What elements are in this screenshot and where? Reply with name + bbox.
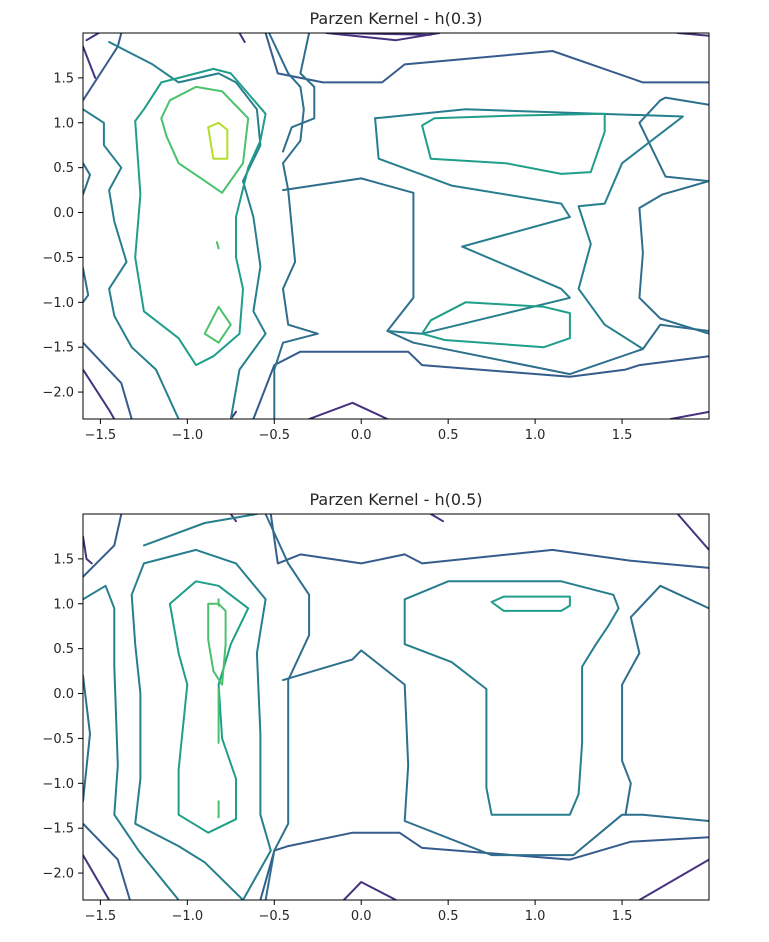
contour-line-level-1	[85, 33, 100, 42]
contour-line-level-6	[215, 241, 220, 250]
contour-line-level-5	[168, 580, 250, 834]
contour-line-level-1	[669, 410, 709, 419]
contour-line-level-2	[259, 831, 709, 900]
contour-line-level-1	[83, 368, 116, 419]
y-tick-label: −0.5	[42, 732, 74, 747]
x-tick-label: 1.0	[525, 428, 546, 443]
contour-line-level-3	[621, 584, 709, 816]
x-tick-label: 1.5	[612, 909, 633, 924]
y-tick-label: 1.0	[53, 597, 74, 612]
contour-line-level-4	[142, 514, 258, 547]
y-tick-label: −0.5	[42, 251, 74, 266]
contour-line-level-3	[83, 267, 90, 304]
x-tick-label: −1.0	[172, 428, 204, 443]
contour-lines	[83, 33, 709, 419]
y-tick-label: 0.0	[53, 687, 74, 702]
contour-line-level-2	[83, 341, 133, 419]
y-tick-label: 1.5	[53, 552, 74, 567]
y-tick-label: −1.0	[42, 296, 74, 311]
x-tick-label: 0.0	[351, 428, 372, 443]
y-tick-label: −2.0	[42, 867, 74, 882]
contour-line-level-4	[130, 548, 272, 900]
contour-line-level-4	[374, 117, 571, 335]
contour-line-level-1	[676, 514, 709, 551]
contour-line-level-2	[83, 822, 131, 900]
contour-line-level-2	[83, 514, 123, 578]
y-tick-label: −1.0	[42, 777, 74, 792]
contour-line-level-3	[83, 162, 91, 196]
contour-line-level-1	[342, 881, 397, 900]
x-tick-label: −0.5	[258, 909, 290, 924]
contour-line-level-3	[282, 177, 709, 376]
contour-panel: Parzen Kernel - h(0.3) −1.5 −1.0 −0.5 0.0 0.5…	[42, 9, 710, 443]
axes-frame	[82, 513, 710, 901]
contour-line-level-4	[108, 41, 267, 419]
y-tick-label: 0.0	[53, 206, 74, 221]
contour-line-level-3	[268, 33, 319, 419]
contour-lines	[83, 514, 709, 900]
y-tick-label: −2.0	[42, 386, 74, 401]
contour-line-level-5	[490, 595, 571, 612]
x-tick-label: 1.0	[525, 909, 546, 924]
y-tick-label: 1.0	[53, 116, 74, 131]
x-tick-label: 1.5	[612, 428, 633, 443]
y-tick-label: −1.5	[42, 341, 74, 356]
contour-line-level-3	[282, 649, 709, 857]
x-tick-label: −1.5	[85, 909, 117, 924]
x-tick-label: 0.5	[438, 428, 459, 443]
contour-line-level-1	[83, 45, 97, 79]
axes-frame	[82, 32, 710, 420]
contour-line-level-3	[282, 33, 316, 153]
y-tick-label: −1.5	[42, 822, 74, 837]
contour-line-level-2	[264, 33, 709, 84]
contour-line-level-2	[269, 514, 709, 569]
contour-line-level-5	[421, 112, 606, 175]
contour-line-level-3	[264, 514, 311, 900]
contour-panel: Parzen Kernel - h(0.5) −1.5 −1.0 −0.5 0.0 0.5…	[42, 490, 710, 924]
y-tick-label: 1.5	[53, 71, 74, 86]
chart-title: Parzen Kernel - h(0.3)	[309, 9, 482, 28]
contour-line-level-1	[83, 535, 93, 565]
contour-line-level-6	[160, 85, 250, 194]
contour-line-level-6	[203, 305, 232, 344]
y-tick-label: 0.5	[53, 161, 74, 176]
x-tick-label: −1.5	[85, 428, 117, 443]
contour-line-level-3	[638, 180, 709, 335]
contour-line-level-1	[238, 33, 246, 43]
contour-line-level-6	[207, 602, 227, 686]
contour-line-level-3	[83, 674, 91, 803]
contour-line-level-1	[638, 858, 709, 900]
contour-line-level-4	[83, 584, 180, 900]
contour-line-level-4	[83, 108, 180, 419]
contour-line-level-4	[374, 108, 684, 350]
contour-line-level-2	[252, 350, 709, 419]
contour-line-level-1	[83, 854, 111, 900]
contour-line-level-4	[403, 580, 620, 816]
contour-line-level-1	[429, 514, 444, 523]
chart-title: Parzen Kernel - h(0.5)	[309, 490, 482, 509]
x-tick-label: 0.0	[351, 909, 372, 924]
contour-line-level-5	[421, 301, 571, 349]
x-tick-label: −1.0	[172, 909, 204, 924]
x-tick-label: 0.5	[438, 909, 459, 924]
contour-line-level-7	[207, 121, 229, 160]
contour-line-level-1	[325, 33, 441, 42]
contour-line-level-5	[134, 67, 267, 367]
contour-line-level-2	[83, 33, 123, 102]
x-tick-label: −0.5	[258, 428, 290, 443]
y-tick-label: 0.5	[53, 642, 74, 657]
contour-line-level-1	[308, 401, 389, 419]
contour-line-level-3	[638, 96, 709, 183]
